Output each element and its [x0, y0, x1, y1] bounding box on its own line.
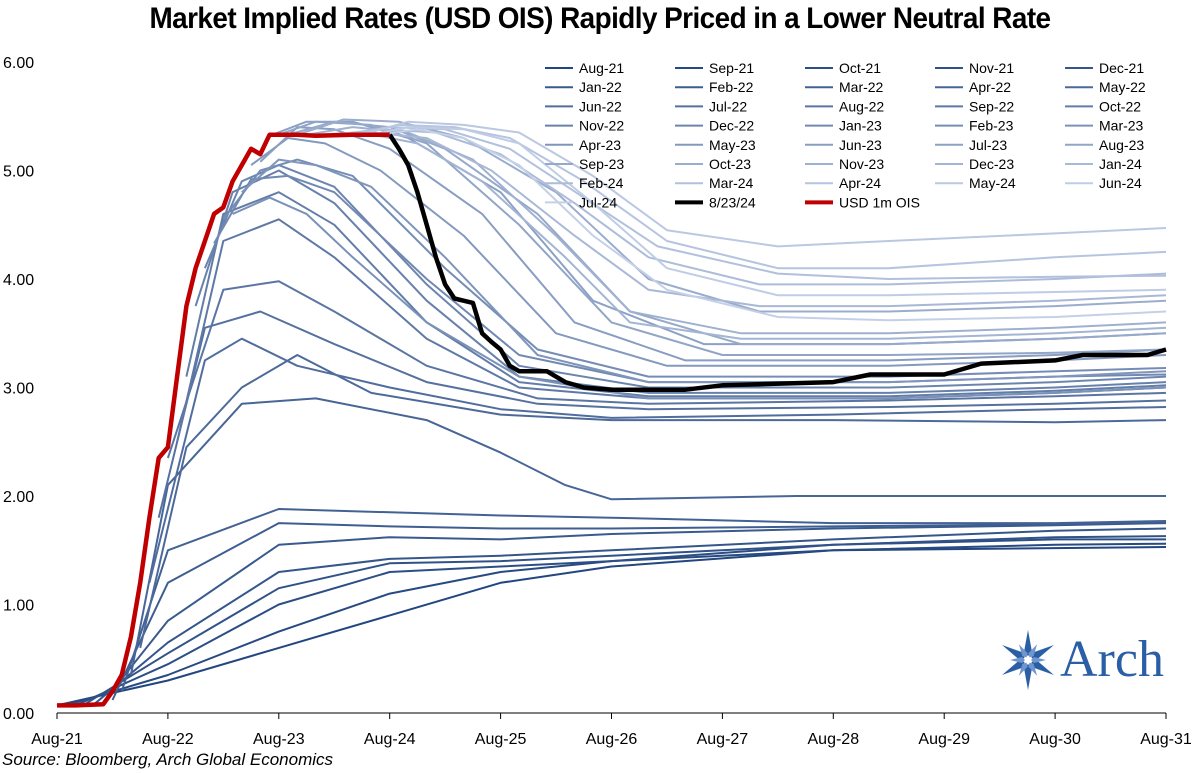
- legend-label: Oct-23: [709, 156, 751, 172]
- legend-label: Sep-22: [969, 98, 1014, 114]
- series-line-Oct-22: [185, 191, 1167, 398]
- legend-label: Jan-22: [579, 79, 622, 95]
- legend-label: Feb-24: [579, 175, 624, 191]
- legend-label: Mar-22: [839, 79, 884, 95]
- legend-label: Jun-24: [1099, 175, 1142, 191]
- legend-label: May-23: [709, 137, 756, 153]
- legend-label: Aug-22: [839, 98, 884, 114]
- series-line-Oct-23: [296, 118, 1167, 313]
- legend-label: Nov-21: [969, 60, 1014, 76]
- series-line-Dec-22: [203, 164, 1167, 389]
- x-tick-label: Aug-29: [918, 731, 970, 748]
- series-line-Sep-21: [65, 542, 1167, 707]
- legend-label: Dec-21: [1099, 60, 1144, 76]
- series-line-Mar-23: [232, 196, 1167, 400]
- series-line-Apr-22: [129, 397, 1166, 676]
- legend-label: Feb-22: [709, 79, 754, 95]
- series-line-Jan-23: [213, 174, 1167, 384]
- x-tick-label: Aug-24: [364, 731, 416, 748]
- series-line-USD 1m OIS: [57, 132, 390, 708]
- series-line-Apr-24: [352, 123, 1167, 270]
- series-line-Oct-21: [75, 538, 1166, 707]
- legend-label: Apr-23: [579, 137, 621, 153]
- x-tick-label: Aug-23: [253, 731, 305, 748]
- legend-label: May-22: [1099, 79, 1146, 95]
- series-line-Jan-22: [102, 522, 1167, 703]
- series-line-Dec-21: [93, 527, 1167, 706]
- legend-label: May-24: [969, 175, 1016, 191]
- y-tick-label: 2.00: [3, 489, 34, 506]
- legend-label: Jun-23: [839, 137, 882, 153]
- series-line-8-23-24: [387, 133, 1167, 392]
- legend-label: 8/23/24: [709, 194, 756, 210]
- legend-label: Oct-21: [839, 60, 881, 76]
- legend-label: Sep-21: [709, 60, 754, 76]
- series-line-Feb-23: [222, 158, 1167, 378]
- series-group: [56, 118, 1167, 708]
- series-line-Aug-22: [166, 280, 1167, 459]
- series-line-Nov-21: [84, 535, 1167, 706]
- y-tick-label: 6.00: [3, 55, 34, 72]
- legend-label: Jul-23: [969, 137, 1007, 153]
- series-line-Feb-22: [111, 521, 1167, 701]
- x-tick-label: Aug-31: [1140, 731, 1192, 748]
- y-tick-label: 5.00: [3, 164, 34, 181]
- legend: Aug-21 Sep-21 Oct-21 Nov-21 Dec-21 Jan-22 Feb-…: [545, 60, 1146, 210]
- star-icon: [1002, 630, 1054, 690]
- y-tick-label: 0.00: [3, 706, 34, 723]
- legend-label: Feb-23: [969, 118, 1014, 134]
- series-line-May-23: [250, 137, 1167, 367]
- legend-label: USD 1m OIS: [839, 194, 920, 210]
- series-line-Aug-21: [56, 546, 1167, 707]
- legend-label: Apr-22: [969, 79, 1011, 95]
- source-note: Source: Bloomberg, Arch Global Economics: [2, 750, 334, 769]
- legend-label: Jul-24: [579, 194, 617, 210]
- y-tick-label: 4.00: [3, 272, 34, 289]
- x-tick-label: Aug-25: [475, 731, 527, 748]
- legend-label: Jul-22: [709, 98, 747, 114]
- legend-label: Aug-23: [1099, 137, 1144, 153]
- series-line-Jul-22: [157, 310, 1167, 518]
- chart-title: Market Implied Rates (USD OIS) Rapidly P…: [149, 2, 1051, 35]
- x-tick-label: Aug-27: [697, 731, 749, 748]
- series-line-Nov-22: [194, 169, 1167, 394]
- legend-label: Oct-22: [1099, 98, 1141, 114]
- legend-label: Sep-23: [579, 156, 624, 172]
- legend-label: Dec-23: [969, 156, 1014, 172]
- y-tick-label: 1.00: [3, 598, 34, 615]
- x-tick-label: Aug-30: [1029, 731, 1081, 748]
- legend-label: Mar-23: [1099, 118, 1144, 134]
- logo-text: Arch: [1060, 631, 1164, 688]
- series-line-Jan-24: [324, 131, 1167, 308]
- series-line-Mar-22: [120, 508, 1167, 692]
- legend-label: Apr-24: [839, 175, 881, 191]
- series-line-Jun-24: [370, 126, 1167, 297]
- chart-axes: Aug-21 Aug-22 Aug-23 Aug-24 Aug-25 Aug-26 Aug-…: [3, 55, 1192, 748]
- x-tick-label: Aug-26: [586, 731, 638, 748]
- arch-logo: Arch: [998, 626, 1198, 696]
- y-tick-label: 3.00: [3, 381, 34, 398]
- series-line-May-24: [361, 120, 1167, 248]
- x-tick-label: Aug-21: [31, 731, 83, 748]
- legend-label: Dec-22: [709, 118, 754, 134]
- legend-label: Jan-23: [839, 118, 882, 134]
- legend-label: Jun-22: [579, 98, 622, 114]
- series-line-Jun-22: [148, 337, 1167, 584]
- x-tick-label: Aug-22: [142, 731, 194, 748]
- legend-label: Jan-24: [1099, 156, 1142, 172]
- series-line-Apr-23: [241, 158, 1167, 384]
- legend-label: Nov-22: [579, 118, 624, 134]
- legend-label: Aug-21: [579, 60, 624, 76]
- series-line-May-22: [139, 354, 1167, 649]
- series-line-Jul-24: [380, 128, 1167, 322]
- legend-label: Mar-24: [709, 175, 754, 191]
- legend-label: Nov-23: [839, 156, 884, 172]
- x-tick-label: Aug-28: [808, 731, 860, 748]
